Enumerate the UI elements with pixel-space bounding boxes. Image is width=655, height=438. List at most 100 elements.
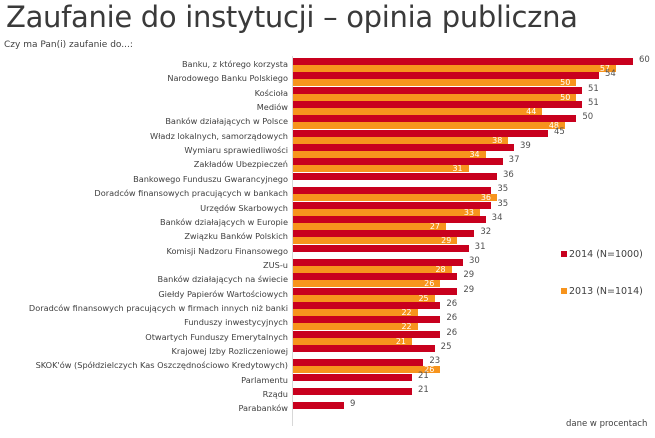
bar-2014 <box>293 301 441 309</box>
legend-item-2014: 2014 (N=1000) <box>561 249 643 260</box>
bar-2013 <box>293 208 480 216</box>
category-label: SKOK'ów (Spółdzielczych Kas Oszczędności… <box>35 360 288 371</box>
bar-2013 <box>293 194 497 202</box>
value-label-2014: 36 <box>503 169 514 180</box>
category-label: Parlamentu <box>241 374 288 385</box>
value-label-2014: 23 <box>429 356 441 367</box>
bar-2014 <box>293 215 486 223</box>
bar-2013 <box>293 366 441 374</box>
value-label-2013: 50 <box>560 78 571 88</box>
chart-row: Kościoła 51 50 <box>0 84 655 102</box>
chart-row: Mediów 51 44 <box>0 98 655 117</box>
value-label-2014: 34 <box>491 212 503 223</box>
category-label: Mediów <box>256 102 288 113</box>
category-label: Funduszy inwestycyjnych <box>184 317 288 328</box>
value-label-2013: 33 <box>463 207 474 217</box>
chart-row: Funduszy inwestycyjnych 26 22 <box>0 313 655 332</box>
legend-label-2014: 2014 (N=1000) <box>569 249 643 260</box>
unit-note: dane w procentach <box>566 419 648 429</box>
value-label-2013: 36 <box>480 193 491 203</box>
value-label-2013: 44 <box>526 107 537 117</box>
legend-swatch-2013 <box>561 288 567 294</box>
bar-2014 <box>293 86 582 94</box>
category-label: Banku, z którego korzysta <box>181 59 288 69</box>
bar-2013 <box>293 237 458 245</box>
value-label-2014: 45 <box>554 126 565 137</box>
value-label-2013: 50 <box>560 92 571 102</box>
value-label-2013: 31 <box>452 164 463 174</box>
category-label: Giełdy Papierów Wartościowych <box>158 288 288 299</box>
category-label: Parabanków <box>238 403 288 414</box>
value-label-2014: 26 <box>446 327 458 338</box>
chart-row: Banków działających na świecie 29 26 <box>0 270 655 288</box>
bar-2014 <box>293 158 503 166</box>
category-label: Bankowego Funduszu Gwarancyjnego <box>133 173 288 184</box>
chart-row: Doradców finansowych pracujących w banka… <box>0 184 655 203</box>
category-label: Otwartych Funduszy Emerytalnych <box>145 331 288 342</box>
bar-2014 <box>293 330 441 338</box>
bar-2014 <box>293 58 633 65</box>
value-label-2013: 25 <box>418 293 429 303</box>
bar-2013 <box>293 79 577 87</box>
chart-row: Parlamentu 21 <box>0 370 655 388</box>
value-label-2014: 50 <box>582 112 594 123</box>
value-label-2013: 27 <box>429 221 440 231</box>
value-label-2014: 21 <box>418 385 429 396</box>
chart-row: Banku, z którego korzysta 60 57 <box>0 55 655 73</box>
value-label-2014: 9 <box>350 399 356 410</box>
bar-2013 <box>293 65 616 72</box>
chart-row: Władz lokalnych, samorządowych 45 38 <box>0 126 655 145</box>
chart-row: Rządu 21 <box>0 385 655 402</box>
bar-2014 <box>293 287 458 295</box>
value-label-2014: 21 <box>418 370 429 381</box>
chart-row: Giełdy Papierów Wartościowych 29 25 <box>0 285 655 303</box>
bar-2013 <box>293 93 577 101</box>
chart-row: Urzędów Skarbowych 35 33 <box>0 199 655 217</box>
bar-2013 <box>293 136 509 144</box>
bar-2014 <box>293 187 492 195</box>
value-label-2013: 28 <box>435 264 446 274</box>
value-label-2013: 26 <box>424 365 435 375</box>
bar-2014 <box>293 144 514 152</box>
bar-2014 <box>293 115 577 123</box>
bar-2014 <box>293 359 424 367</box>
value-label-2013: 22 <box>401 322 412 332</box>
chart-row: Związku Banków Polskich 32 29 <box>0 227 655 245</box>
bar-2013 <box>293 337 412 345</box>
bar-2014 <box>293 129 548 137</box>
legend-item-2013: 2013 (N=1014) <box>561 286 643 297</box>
category-label: Krajowej Izby Rozliczeniowej <box>171 346 289 356</box>
category-label: Kościoła <box>254 87 288 98</box>
bar-2014 <box>293 345 435 352</box>
bar-2013 <box>293 323 418 331</box>
category-label: Związku Banków Polskich <box>184 231 288 242</box>
bar-2013 <box>293 122 565 130</box>
category-label: Narodowego Banku Polskiego <box>167 73 288 84</box>
category-label: ZUS-u <box>263 259 288 270</box>
bar-2013 <box>293 222 446 230</box>
bar-2014 <box>293 230 475 238</box>
category-label: Wymiaru sprawiedliwości <box>184 145 288 156</box>
category-label: Urzędów Skarbowych <box>200 202 288 213</box>
value-label-2014: 39 <box>520 141 531 152</box>
bar-2013 <box>293 308 418 316</box>
category-label: Władz lokalnych, samorządowych <box>149 130 288 141</box>
bar-2014 <box>293 373 412 381</box>
chart-row: Parabanków 9 <box>0 399 655 416</box>
legend-label-2013: 2013 (N=1014) <box>569 286 643 297</box>
value-label-2014: 54 <box>605 69 616 80</box>
category-label: Banków działających w Polsce <box>165 116 288 127</box>
bar-2014 <box>293 273 458 281</box>
bar-2014 <box>293 402 344 410</box>
value-label-2014: 51 <box>588 98 599 109</box>
bar-2014 <box>293 201 492 209</box>
value-label-2014: 60 <box>639 55 650 65</box>
bar-2013 <box>293 108 543 116</box>
bar-2014 <box>293 101 582 109</box>
value-label-2013: 48 <box>548 121 559 131</box>
legend-swatch-2014 <box>561 251 567 257</box>
chart-row: Banków działających w Europie 34 27 <box>0 212 655 231</box>
chart-row: Wymiaru sprawiedliwości 39 34 <box>0 141 655 159</box>
category-label: Banków działających w Europie <box>159 216 288 227</box>
value-label-2014: 35 <box>497 184 509 195</box>
